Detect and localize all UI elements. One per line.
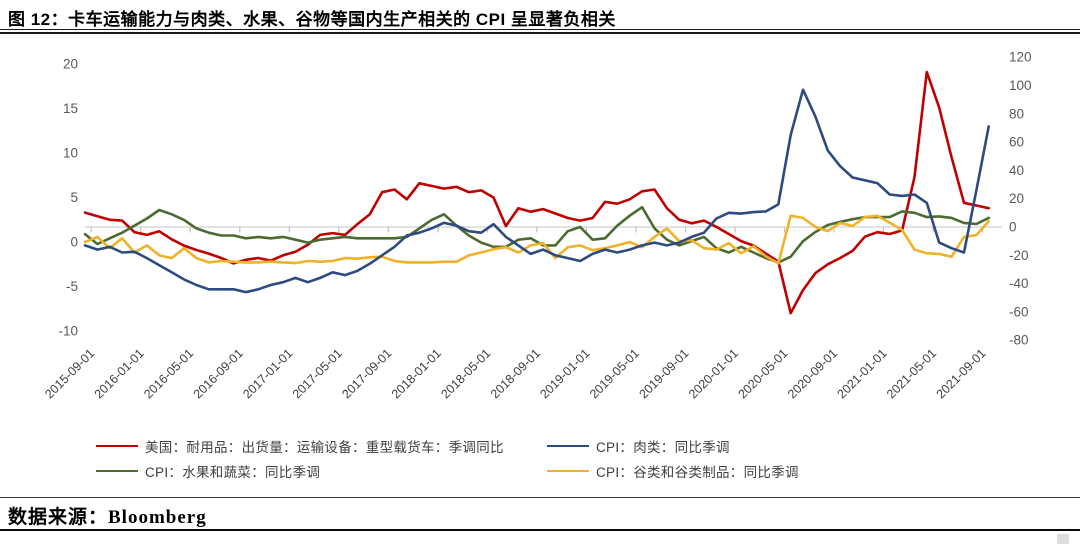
legend-item-cpi-meat: CPI：肉类：同比季调 (547, 438, 730, 455)
source-divider-bottom (0, 529, 1080, 531)
x-axis-label: 2020-01-01 (686, 346, 741, 401)
right-axis-label: 120 (1009, 50, 1032, 65)
right-axis-label: -40 (1009, 276, 1029, 291)
left-axis-label: 10 (63, 146, 78, 161)
legend-label: CPI：肉类：同比季调 (596, 440, 730, 455)
x-axis-label: 2018-09-01 (488, 346, 543, 401)
x-axis-label: 2018-05-01 (438, 346, 493, 401)
x-axis-label: 2018-01-01 (389, 346, 444, 401)
corner-artifact (1057, 534, 1069, 544)
x-axis-label: 2017-01-01 (240, 346, 295, 401)
right-axis-label: 0 (1009, 220, 1017, 235)
left-axis-label: 15 (63, 101, 78, 116)
legend-swatch-navy (547, 445, 589, 447)
legend-label: CPI：谷类和谷类制品：同比季调 (596, 465, 799, 480)
x-axis-label: 2021-05-01 (884, 346, 939, 401)
legend-label: CPI：水果和蔬菜：同比季调 (145, 465, 321, 480)
left-axis-label: 20 (63, 57, 78, 72)
cpi-meat-line (83, 88, 991, 294)
title-divider (0, 29, 1080, 34)
left-axis-label: 0 (70, 235, 78, 250)
right-axis-label: -60 (1009, 304, 1029, 319)
x-axis-label: 2020-05-01 (735, 346, 790, 401)
right-axis-label: 40 (1009, 163, 1024, 178)
x-axis-label: 2017-05-01 (290, 346, 345, 401)
left-axis-label: -5 (66, 279, 78, 294)
x-axis-label: 2019-05-01 (587, 346, 642, 401)
right-axis-label: 20 (1009, 191, 1024, 206)
legend-swatch-red (96, 445, 138, 447)
x-axis-label: 2016-09-01 (191, 346, 246, 401)
x-axis-label: 2015-09-01 (42, 346, 97, 401)
page-title: 图 12：卡车运输能力与肉类、水果、谷物等国内生产相关的 CPI 呈显著负相关 (8, 10, 616, 29)
x-axis-label: 2016-01-01 (92, 346, 147, 401)
legend-item-truck-shipments: 美国：耐用品：出货量：运输设备：重型载货车：季调同比 (96, 438, 504, 455)
legend-swatch-green (96, 470, 138, 472)
x-axis-label: 2019-09-01 (636, 346, 691, 401)
right-axis-label: 60 (1009, 135, 1024, 150)
legend-swatch-yellow (547, 470, 589, 472)
legend-label: 美国：耐用品：出货量：运输设备：重型载货车：季调同比 (145, 440, 504, 455)
x-axis-label: 2021-01-01 (835, 346, 890, 401)
x-axis-label: 2016-05-01 (141, 346, 196, 401)
cpi-cereals-line (83, 214, 991, 265)
legend-item-cpi-fruit-veg: CPI：水果和蔬菜：同比季调 (96, 463, 321, 480)
cpi-fruit-veg-line (83, 205, 991, 264)
right-axis-label: 100 (1009, 78, 1032, 93)
truck-shipments-line (83, 70, 991, 315)
source-divider-top (0, 497, 1080, 498)
data-source: 数据来源：Bloomberg (8, 507, 207, 528)
right-axis-label: -80 (1009, 333, 1029, 348)
x-axis-label: 2017-09-01 (339, 346, 394, 401)
right-axis-label: 80 (1009, 106, 1024, 121)
legend-item-cpi-cereals: CPI：谷类和谷类制品：同比季调 (547, 463, 799, 480)
left-axis-label: 5 (70, 190, 78, 205)
right-axis-label: -20 (1009, 248, 1029, 263)
x-axis-label: 2019-01-01 (537, 346, 592, 401)
left-axis-label: -10 (58, 324, 78, 339)
x-axis-label: 2021-09-01 (934, 346, 989, 401)
x-axis-label: 2020-09-01 (785, 346, 840, 401)
